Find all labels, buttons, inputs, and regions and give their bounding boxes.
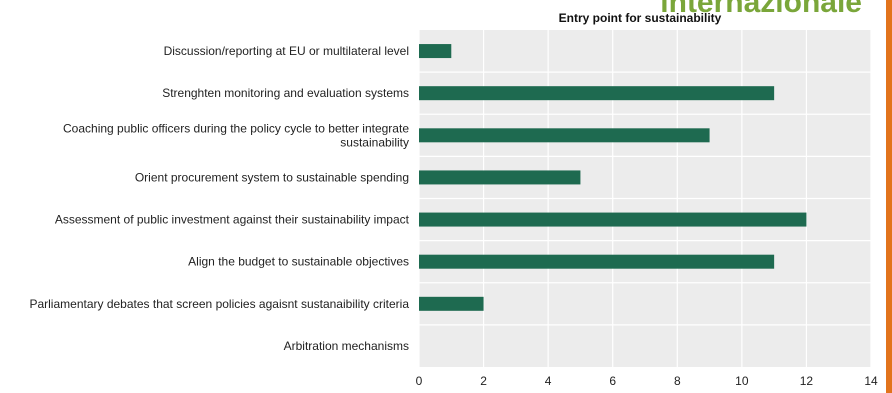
category-labels: Discussion/reporting at EU or multilater… [29, 44, 409, 353]
bar-group [419, 44, 807, 311]
bar [419, 254, 775, 269]
x-tick-label: 6 [609, 374, 616, 388]
x-tick-label: 0 [416, 374, 423, 388]
category-label: sustainability [340, 135, 409, 149]
watermark-text: internazionale [660, 0, 862, 19]
category-label: Discussion/reporting at EU or multilater… [164, 44, 409, 58]
category-label: Arbitration mechanisms [284, 339, 409, 353]
x-tick-label: 8 [674, 374, 681, 388]
bar [419, 128, 710, 143]
x-axis-ticks: 0 2 4 6 8 10 12 14 [416, 374, 878, 388]
category-label: Parliamentary debates that screen polici… [29, 297, 409, 311]
category-label: Coaching public officers during the poli… [63, 121, 409, 135]
x-tick-label: 2 [480, 374, 487, 388]
bar [419, 296, 484, 311]
category-label: Assessment of public investment against … [55, 213, 410, 227]
x-tick-label: 12 [800, 374, 814, 388]
x-tick-label: 14 [864, 374, 878, 388]
bar [419, 86, 775, 101]
x-tick-label: 4 [545, 374, 552, 388]
bar [419, 44, 452, 59]
category-label: Align the budget to sustainable objectiv… [188, 255, 409, 269]
plot-area [418, 30, 872, 367]
bar [419, 212, 807, 227]
category-label: Strenghten monitoring and evaluation sys… [162, 86, 409, 100]
bar [419, 170, 581, 185]
x-tick-label: 10 [735, 374, 749, 388]
category-label: Orient procurement system to sustainable… [135, 170, 409, 184]
edge-accent-bar [886, 0, 892, 393]
chart-title: Entry point for sustainability [559, 11, 722, 25]
